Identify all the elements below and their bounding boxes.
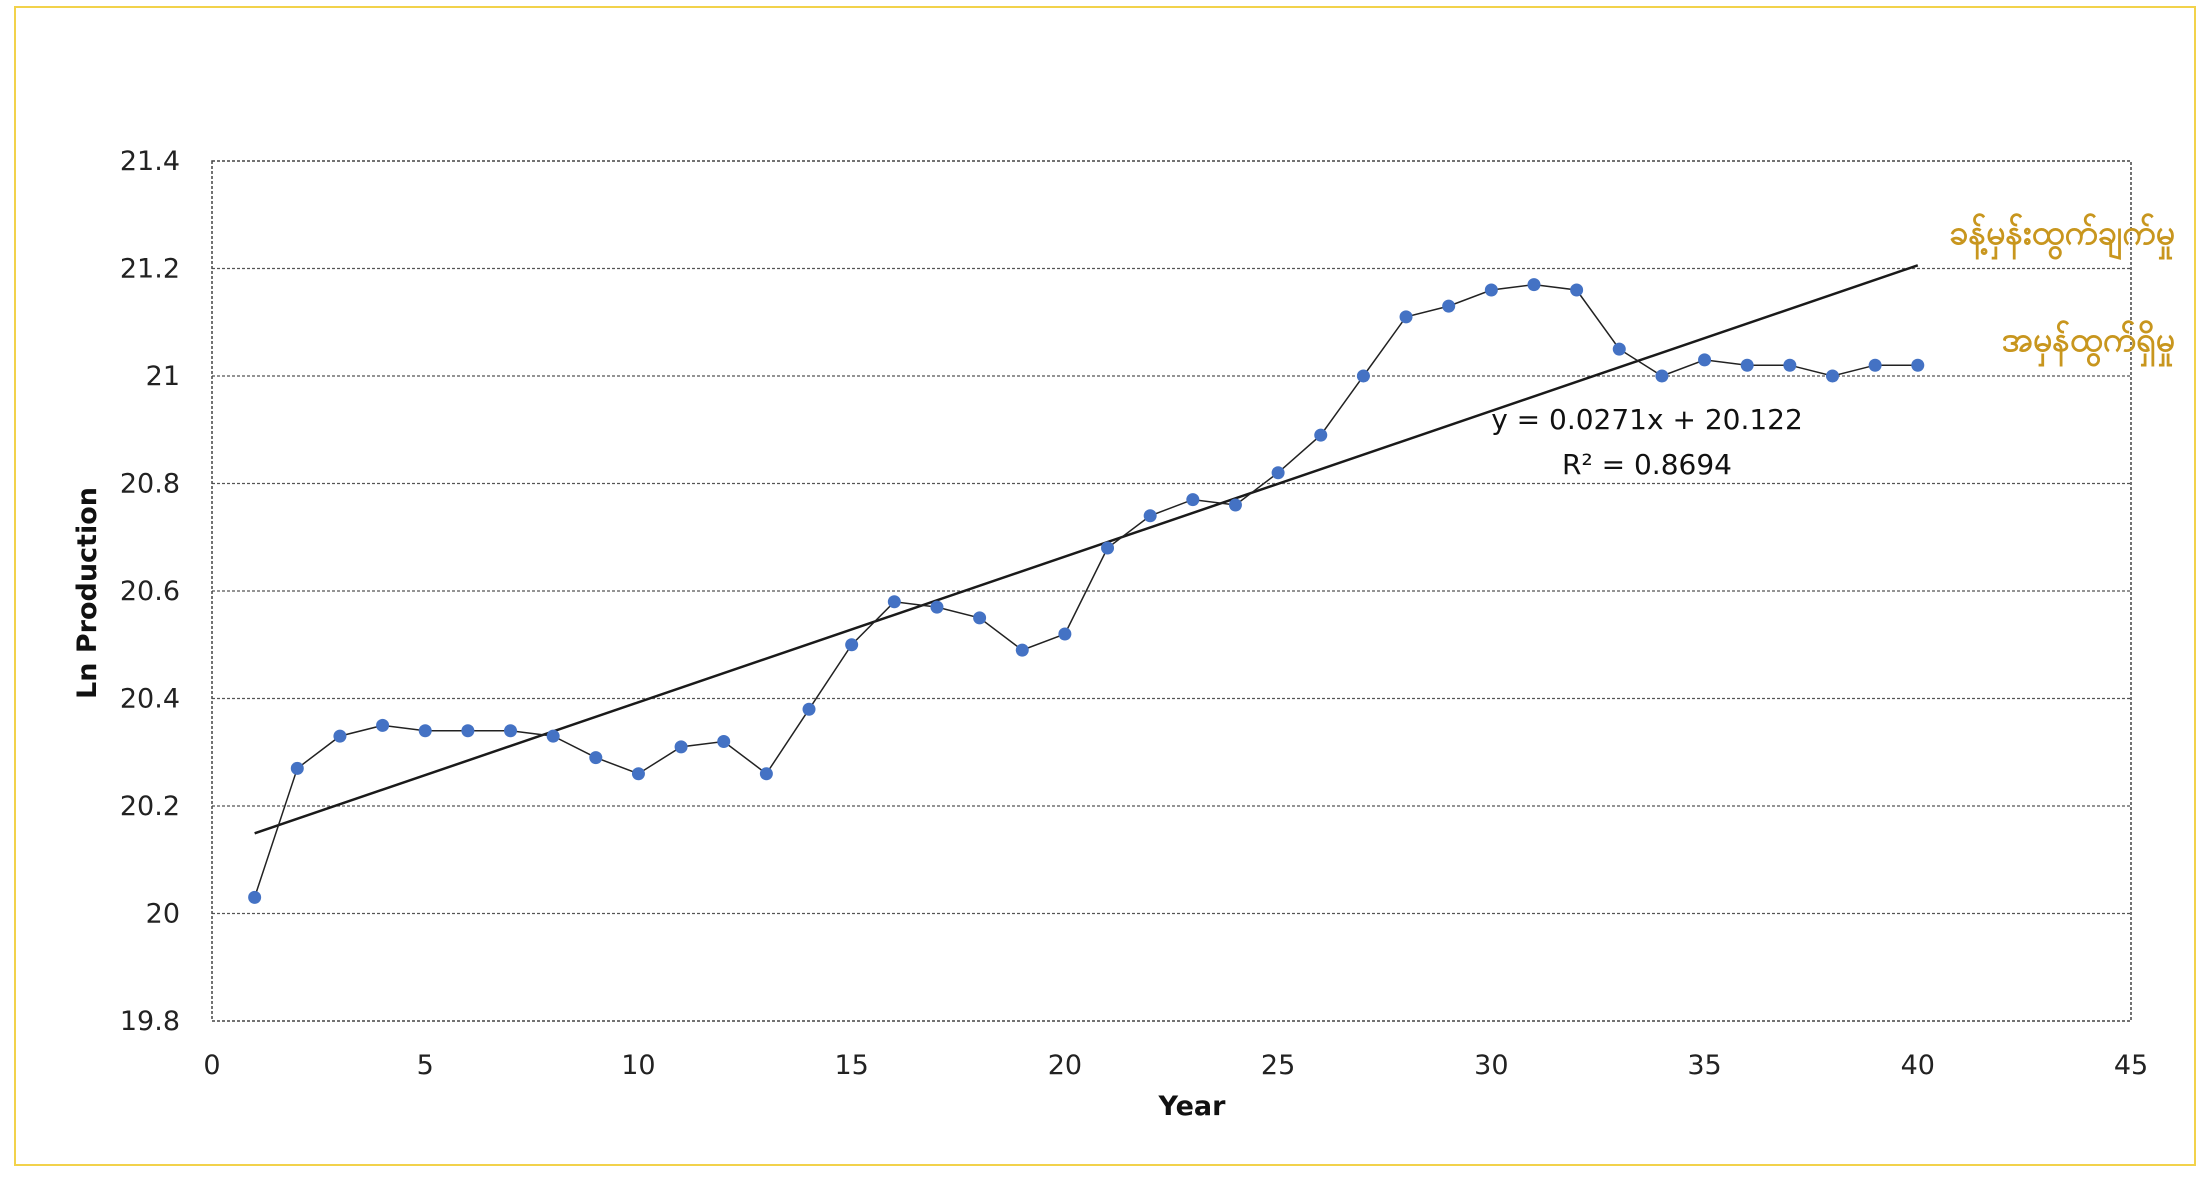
data-point xyxy=(546,729,560,743)
data-point xyxy=(845,638,859,652)
y-axis-label: Ln Production xyxy=(72,487,103,699)
data-point xyxy=(290,761,304,775)
data-point xyxy=(1015,643,1029,657)
x-tick-label: 45 xyxy=(2114,1050,2148,1081)
data-point xyxy=(631,767,645,781)
data-point xyxy=(1228,498,1242,512)
data-point xyxy=(1655,369,1669,383)
data-point xyxy=(461,724,475,738)
data-point xyxy=(1570,283,1584,297)
data-point xyxy=(1399,310,1413,324)
data-point xyxy=(504,724,518,738)
y-tick-label: 20.2 xyxy=(120,791,180,822)
data-point xyxy=(1356,369,1370,383)
data-point xyxy=(1271,466,1285,480)
data-point xyxy=(1442,299,1456,313)
data-point xyxy=(1058,627,1072,641)
data-point xyxy=(930,600,944,614)
data-point xyxy=(802,702,816,716)
data-point xyxy=(717,735,731,748)
x-tick-label: 10 xyxy=(621,1050,655,1081)
trendline xyxy=(254,264,1919,835)
series-line xyxy=(253,283,1918,898)
chart-frame xyxy=(14,6,2196,1166)
y-tick-label: 21 xyxy=(146,361,180,392)
data-point xyxy=(1484,283,1498,297)
plot-area xyxy=(211,160,2132,1022)
trendline-r-squared: R² = 0.8694 xyxy=(1562,448,1732,481)
data-point xyxy=(589,751,603,765)
y-tick-label: 20.4 xyxy=(120,684,180,715)
x-axis-label: Year xyxy=(1158,1091,1227,1122)
y-tick-label: 21.2 xyxy=(120,254,180,285)
data-point xyxy=(1186,493,1200,507)
trendline-equation: y = 0.0271x + 20.122 xyxy=(1491,403,1803,436)
data-point xyxy=(887,595,901,609)
y-tick-label: 19.8 xyxy=(120,1006,180,1037)
x-tick-label: 15 xyxy=(834,1050,868,1081)
data-points xyxy=(248,278,1925,904)
data-point xyxy=(1314,428,1328,442)
data-point xyxy=(333,729,347,743)
y-tick-label: 20.8 xyxy=(120,469,180,500)
x-tick-label: 30 xyxy=(1474,1050,1508,1081)
x-tick-label: 25 xyxy=(1261,1050,1295,1081)
data-point xyxy=(1783,358,1797,372)
data-point xyxy=(1825,369,1839,383)
data-point xyxy=(674,740,688,754)
data-point xyxy=(1143,509,1157,523)
data-point xyxy=(1527,278,1541,292)
data-point xyxy=(1698,353,1712,367)
data-point xyxy=(1612,342,1626,356)
series-label: အမှန်ထွက်ရှိမှု xyxy=(2002,320,2175,367)
data-point xyxy=(418,724,432,738)
x-tick-label: 40 xyxy=(1901,1050,1935,1081)
data-point xyxy=(1101,541,1115,555)
x-tick-label: 35 xyxy=(1687,1050,1721,1081)
data-point xyxy=(1868,358,1882,372)
data-point xyxy=(973,611,987,625)
x-axis-ticks: 0 5 10 15 20 25 30 35 40 45 xyxy=(203,1050,2148,1081)
data-point xyxy=(376,718,390,732)
data-point xyxy=(759,767,773,781)
y-tick-label: 21.4 xyxy=(120,146,180,177)
trendline-label: ခန့်မှန်းထွက်ချက်မှု xyxy=(1949,213,2175,260)
y-tick-label: 20 xyxy=(146,899,180,930)
y-tick-label: 20.6 xyxy=(120,576,180,607)
data-point xyxy=(248,890,262,904)
data-point xyxy=(1911,358,1925,372)
x-tick-label: 5 xyxy=(417,1050,434,1081)
x-tick-label: 20 xyxy=(1048,1050,1082,1081)
x-tick-label: 0 xyxy=(203,1050,220,1081)
gridlines xyxy=(212,267,2131,915)
y-axis-ticks: 19.8 20 20.2 20.4 20.6 20.8 21 21.2 21.4 xyxy=(120,146,180,1037)
data-point xyxy=(1740,358,1754,372)
